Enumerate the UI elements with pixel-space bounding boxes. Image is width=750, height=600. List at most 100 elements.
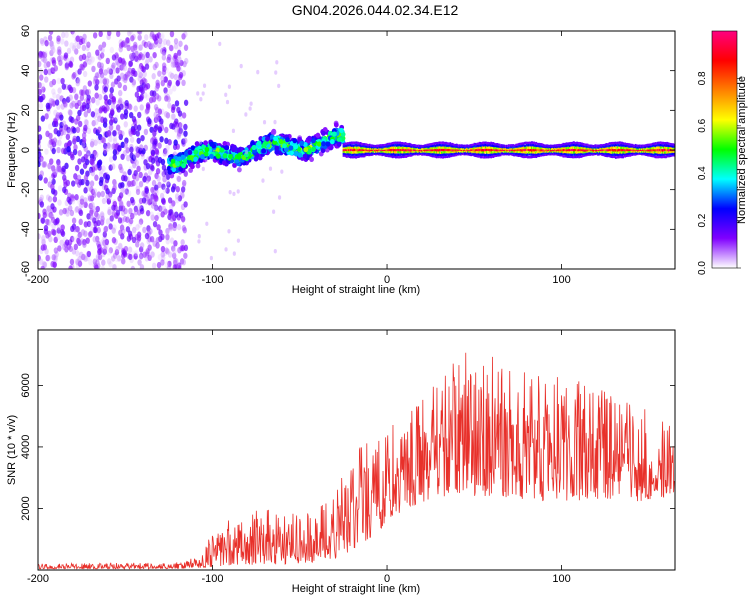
spectrogram-cell (350, 144, 353, 147)
spectrogram-cell (170, 245, 176, 252)
spectrogram-cell (478, 148, 481, 152)
spectrogram-cell (385, 147, 388, 150)
spectrogram-cell (347, 155, 350, 158)
spectrogram-cell (507, 152, 509, 155)
spectrogram-cell (352, 151, 354, 154)
spectrogram-cell (530, 144, 532, 147)
spectrogram-cell (476, 146, 479, 150)
spectrogram-cell (38, 81, 42, 89)
spectrogram-cell (489, 144, 492, 147)
spectrogram-cell (568, 148, 571, 152)
spectrogram-cell (643, 151, 645, 155)
spectrogram-cell (180, 216, 186, 223)
spectrogram-cell (39, 194, 44, 201)
spectrogram-cell (457, 147, 460, 150)
spectrogram-cell (498, 150, 501, 153)
spectrogram-cell (366, 153, 369, 156)
spectrogram-cell (170, 61, 176, 68)
spectrogram-cell (497, 152, 500, 155)
spectrogram-cell (523, 151, 526, 154)
spectrogram-cell (415, 144, 418, 148)
spectrogram-cell (468, 144, 471, 148)
spectrogram-cell (89, 141, 95, 148)
spectrogram-cell (353, 151, 355, 154)
spectrogram-cell (74, 164, 80, 172)
spectrogram-cell (483, 148, 486, 152)
spectrogram-cell (385, 145, 388, 148)
spectrogram-cell (459, 145, 462, 149)
spectrogram-cell (447, 151, 450, 154)
spectrogram-cell (667, 146, 670, 150)
spectrogram-cell (369, 144, 372, 147)
spectrogram-cell (524, 151, 527, 154)
spectrogram-cell (641, 147, 643, 150)
spectrogram-cell (106, 258, 112, 265)
spectrogram-cell (135, 224, 140, 231)
spectrogram-cell (443, 144, 445, 147)
spectrogram-cell (413, 148, 416, 152)
spectrogram-cell (411, 152, 414, 156)
spectrogram-cell (95, 99, 100, 106)
spectrogram-cell (532, 148, 534, 152)
spectrogram-cell (77, 260, 83, 267)
spectrogram-cell (654, 150, 657, 154)
spectrogram-cell (117, 217, 123, 224)
spectrogram-cell (645, 150, 648, 153)
spectrogram-cell (392, 143, 395, 147)
spectrogram-cell (604, 154, 607, 157)
spectrogram-cell (518, 144, 521, 148)
spectrogram-cell (41, 234, 46, 242)
spectrogram-cell (39, 157, 44, 164)
spectrogram-cell (380, 153, 383, 156)
colorbar-label: Normalized spectral amplitude (736, 76, 748, 224)
spectrogram-cell (601, 150, 604, 153)
spectrogram-cell (418, 152, 420, 156)
spectrogram-cell (387, 142, 390, 146)
spectrogram-cell (165, 227, 170, 235)
spectrogram-cell (605, 150, 608, 153)
spectrogram-cell (496, 152, 499, 156)
spectrogram-cell (140, 153, 146, 160)
spectrogram-cell (393, 141, 396, 145)
spectrogram-cell (621, 141, 623, 145)
spectrogram-cell (544, 150, 547, 153)
spectrogram-cell (379, 150, 382, 153)
spectrogram-cell (150, 43, 155, 50)
spectrogram-cell (412, 152, 415, 155)
spectrogram-cell (652, 146, 655, 150)
spectrogram-cell (154, 106, 160, 114)
spectrogram-cell (57, 139, 62, 147)
spectrogram-cell (40, 82, 45, 90)
spectrogram-cell (365, 152, 368, 155)
spectrogram-cell (568, 146, 571, 149)
spectrogram-cell (173, 139, 178, 146)
spectrogram-cell (554, 148, 556, 152)
spectrogram-cell (315, 132, 321, 138)
spectrogram-cell (150, 186, 155, 194)
spectrogram-cell (473, 144, 476, 148)
spectrogram-cell (145, 51, 150, 59)
spectrogram-cell (647, 152, 650, 155)
spectrogram-cell (390, 144, 393, 147)
spectrogram-cell (621, 146, 623, 150)
spectrogram-cell (107, 194, 113, 201)
spectrogram-cell (646, 152, 649, 155)
spectrogram-cell (152, 192, 158, 199)
spectrogram-cell (343, 154, 346, 157)
spectrogram-cell (112, 138, 118, 145)
spectrogram-cell (174, 193, 180, 200)
spectrogram-cell (118, 97, 123, 104)
spectrogram-cell (519, 154, 522, 157)
spectrogram-cell (75, 80, 80, 87)
spectrogram-cell (631, 148, 634, 151)
spectrogram-cell (657, 148, 660, 152)
spectrogram-cell (453, 154, 456, 157)
spectrogram-cell (342, 152, 345, 155)
spectrogram-cell (173, 38, 179, 45)
spectrogram-cell (618, 144, 620, 147)
spectrogram-cell (133, 253, 138, 260)
spectrogram-cell (554, 145, 556, 149)
spectrogram-cell (451, 142, 454, 146)
spectrogram-cell (131, 226, 137, 234)
